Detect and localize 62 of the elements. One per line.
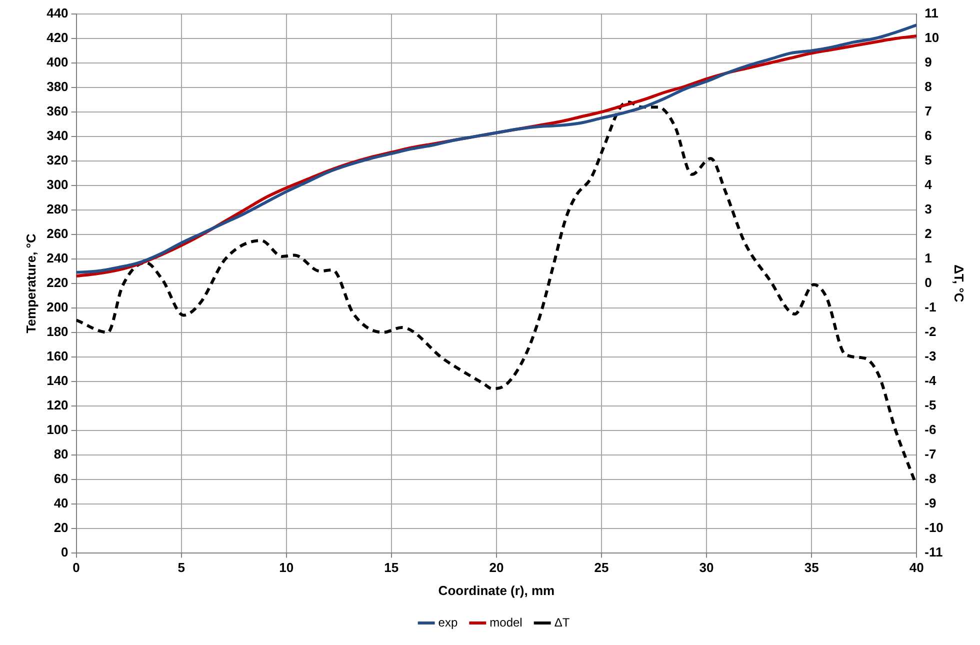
x-axis-title: Coordinate (r), mm xyxy=(438,582,555,598)
y-tick-label: 320 xyxy=(46,152,68,168)
y2-tick-label: 5 xyxy=(924,152,932,168)
y-tick-label: 200 xyxy=(46,299,68,314)
y-tick-label: 380 xyxy=(46,79,68,94)
y2-tick-label: -7 xyxy=(924,446,936,462)
y2-tick-label: 3 xyxy=(924,202,932,217)
y-tick-label: 360 xyxy=(46,104,68,119)
y2-tick-label: 6 xyxy=(924,128,932,144)
y2-tick-label: 11 xyxy=(924,6,938,21)
y-tick-label: 80 xyxy=(54,446,68,462)
y-tick-label: 240 xyxy=(46,250,68,266)
x-tick-label: 5 xyxy=(178,560,185,576)
y2-tick-label: 9 xyxy=(924,54,932,70)
x-tick-label: 40 xyxy=(909,560,924,576)
x-tick-label: 25 xyxy=(594,560,609,576)
y-tick-label: 180 xyxy=(46,324,68,339)
x-tick-label: 0 xyxy=(72,560,80,576)
y-tick-label: 100 xyxy=(46,422,68,437)
y2-tick-label: -6 xyxy=(924,422,936,437)
y2-tick-label: -9 xyxy=(924,495,936,510)
y-tick-label: 440 xyxy=(46,6,68,21)
y2-tick-label: -8 xyxy=(924,470,936,486)
y2-tick-label: -10 xyxy=(924,520,944,535)
y2-axis-title: ΔT, °C xyxy=(952,264,967,303)
y2-tick-label: -4 xyxy=(924,372,937,388)
y2-tick-label: -11 xyxy=(924,544,943,560)
y2-tick-label: -5 xyxy=(924,397,936,412)
y-tick-label: 60 xyxy=(54,470,68,486)
y-tick-label: 0 xyxy=(61,544,68,560)
x-tick-label: 30 xyxy=(699,560,714,576)
y-tick-label: 20 xyxy=(54,520,68,535)
y-tick-label: 420 xyxy=(46,30,68,46)
legend-label: model xyxy=(490,615,522,630)
y2-tick-label: 7 xyxy=(924,104,932,119)
y2-tick-label: 1 xyxy=(924,250,932,266)
y2-tick-label: 10 xyxy=(924,30,940,46)
y-tick-label: 340 xyxy=(46,128,68,144)
y-tick-label: 400 xyxy=(46,54,68,70)
y2-tick-label: -1 xyxy=(924,299,936,314)
y2-tick-label: -2 xyxy=(924,324,936,339)
y-tick-label: 300 xyxy=(46,177,68,192)
x-tick-label: 20 xyxy=(489,560,504,576)
y-tick-label: 40 xyxy=(54,495,68,510)
legend-label: ΔT xyxy=(554,615,570,630)
y-tick-label: 280 xyxy=(46,202,68,217)
y-tick-label: 140 xyxy=(46,372,68,388)
y2-tick-label: 4 xyxy=(924,177,933,192)
x-tick-label: 10 xyxy=(279,560,294,576)
x-tick-label: 15 xyxy=(384,560,399,576)
y2-tick-label: 0 xyxy=(924,274,932,290)
y2-tick-label: 2 xyxy=(924,226,932,241)
y2-tick-label: -3 xyxy=(924,348,936,364)
x-tick-label: 35 xyxy=(804,560,819,576)
legend-label: exp xyxy=(438,615,458,630)
y-tick-label: 220 xyxy=(46,274,68,290)
y-tick-label: 160 xyxy=(46,348,68,364)
y2-tick-label: 8 xyxy=(924,79,932,94)
y-tick-label: 120 xyxy=(46,397,68,412)
y-axis-title: Temperature, °C xyxy=(23,233,38,334)
line-series xyxy=(76,100,916,482)
y-tick-label: 260 xyxy=(46,226,68,241)
